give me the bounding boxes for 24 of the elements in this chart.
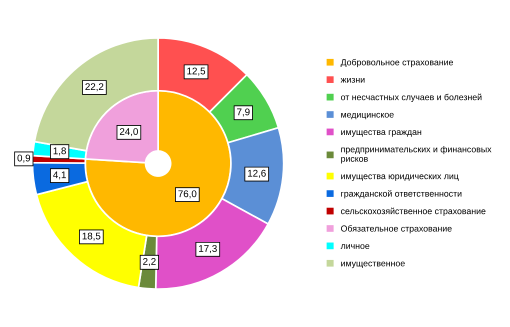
data-label: 4,1 [53,171,66,180]
legend-label: имущества юридических лиц [341,174,459,181]
legend-label: Обязательное страхование [341,225,452,234]
legend-label: имущественное [341,262,405,268]
data-label: 12,6 [248,170,266,178]
data-label: 0,9 [17,154,30,163]
legend-label: предпринимательских и финансовых рисков [341,146,492,164]
legend-label: личное [340,244,370,250]
legend-label: Добровольное страхование [340,58,454,68]
legend-label: жизни [340,78,364,83]
legend-label: от несчастных случаев и болезней [340,94,482,102]
data-label: 7,9 [237,108,250,116]
legend-label: гражданской ответственности [341,190,462,198]
data-label: 24,0 [120,128,138,136]
data-label: 76,0 [178,190,196,198]
data-label: 2,2 [143,258,156,266]
data-label: 17,3 [199,245,217,254]
data-label: 18,5 [82,232,100,241]
legend-label: имущества граждан [341,130,422,137]
legend-label: сельскохозяйственное страхование [340,208,486,216]
data-label: 22,2 [85,83,104,92]
data-label: 12,5 [187,68,206,76]
legend-label: медицинское [341,112,394,120]
data-label: 1,8 [54,147,66,156]
